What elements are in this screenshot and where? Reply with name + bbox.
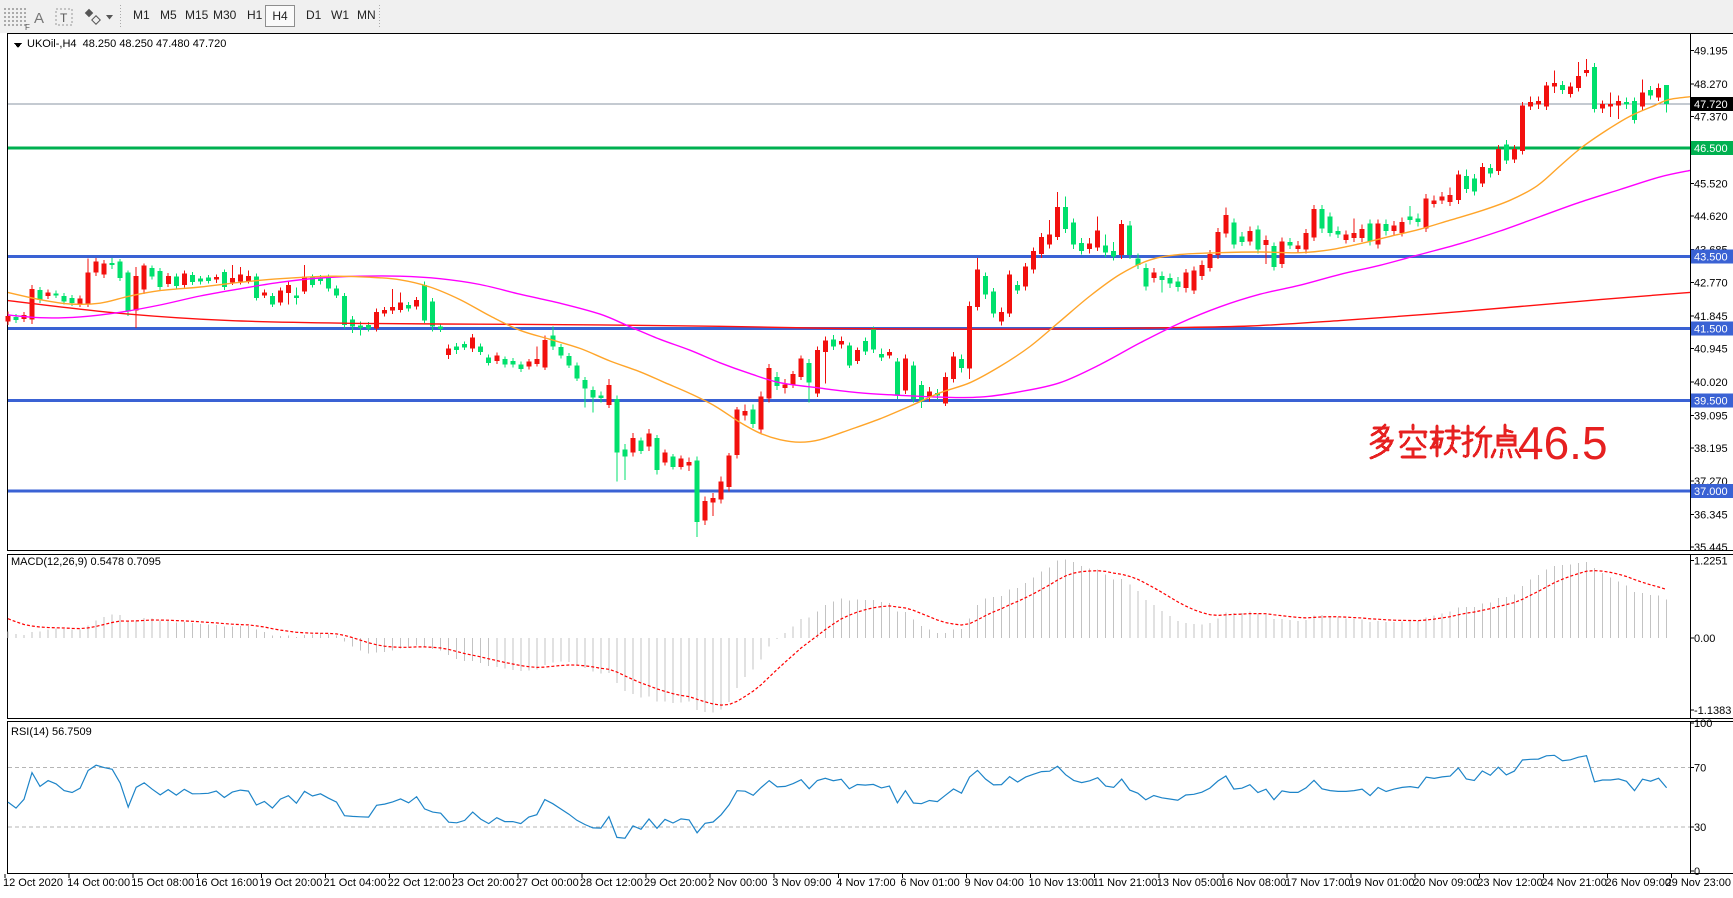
svg-text:9 Nov 04:00: 9 Nov 04:00	[965, 877, 1024, 889]
svg-text:13 Nov 05:00: 13 Nov 05:00	[1157, 877, 1222, 889]
svg-text:44.620: 44.620	[1694, 211, 1728, 223]
svg-text:38.195: 38.195	[1694, 443, 1728, 455]
svg-text:30: 30	[1694, 822, 1706, 834]
svg-text:T: T	[60, 11, 68, 25]
svg-text:26 Nov 09:00: 26 Nov 09:00	[1606, 877, 1671, 889]
svg-text:47.370: 47.370	[1694, 112, 1728, 124]
svg-text:A: A	[34, 10, 44, 27]
svg-text:14 Oct 00:00: 14 Oct 00:00	[67, 877, 130, 889]
svg-text:0: 0	[1694, 866, 1700, 878]
svg-text:20 Nov 09:00: 20 Nov 09:00	[1413, 877, 1478, 889]
svg-text:47.720: 47.720	[1694, 99, 1728, 111]
svg-text:29 Oct 20:00: 29 Oct 20:00	[644, 877, 707, 889]
svg-text:19 Nov 01:00: 19 Nov 01:00	[1349, 877, 1414, 889]
svg-text:24 Nov 21:00: 24 Nov 21:00	[1541, 877, 1606, 889]
svg-text:10 Nov 13:00: 10 Nov 13:00	[1029, 877, 1094, 889]
svg-text:15 Oct 08:00: 15 Oct 08:00	[131, 877, 194, 889]
svg-text:22 Oct 12:00: 22 Oct 12:00	[388, 877, 451, 889]
svg-text:39.500: 39.500	[1694, 396, 1728, 408]
svg-text:35.445: 35.445	[1694, 542, 1728, 554]
svg-text:0.00: 0.00	[1694, 633, 1715, 645]
svg-text:46.500: 46.500	[1694, 143, 1728, 155]
svg-text:23 Oct 20:00: 23 Oct 20:00	[452, 877, 515, 889]
svg-text:6 Nov 01:00: 6 Nov 01:00	[900, 877, 959, 889]
svg-text:19 Oct 20:00: 19 Oct 20:00	[259, 877, 322, 889]
svg-text:40.945: 40.945	[1694, 344, 1728, 356]
svg-text:F: F	[25, 23, 30, 32]
svg-text:70: 70	[1694, 763, 1706, 775]
svg-text:43.500: 43.500	[1694, 251, 1728, 263]
svg-text:-1.1383: -1.1383	[1694, 705, 1731, 717]
svg-text:11 Nov 21:00: 11 Nov 21:00	[1093, 877, 1158, 889]
svg-text:46.5: 46.5	[1518, 417, 1608, 469]
svg-text:21 Oct 04:00: 21 Oct 04:00	[324, 877, 387, 889]
svg-text:12 Oct 2020: 12 Oct 2020	[3, 877, 63, 889]
svg-text:16 Oct 16:00: 16 Oct 16:00	[195, 877, 258, 889]
svg-text:17 Nov 17:00: 17 Nov 17:00	[1285, 877, 1350, 889]
svg-text:2 Nov 00:00: 2 Nov 00:00	[708, 877, 767, 889]
svg-text:RSI(14) 56.7509: RSI(14) 56.7509	[11, 726, 92, 738]
svg-text:UKOil-,H4 48.250 48.250 47.48: UKOil-,H4 48.250 48.250 47.480 47.720	[27, 38, 226, 50]
svg-text:28 Oct 12:00: 28 Oct 12:00	[580, 877, 643, 889]
svg-text:23 Nov 12:00: 23 Nov 12:00	[1477, 877, 1542, 889]
svg-text:41.845: 41.845	[1694, 311, 1728, 323]
svg-text:49.195: 49.195	[1694, 46, 1728, 58]
svg-text:MACD(12,26,9) 0.5478 0.7095: MACD(12,26,9) 0.5478 0.7095	[11, 556, 161, 568]
svg-text:27 Oct 00:00: 27 Oct 00:00	[516, 877, 579, 889]
svg-text:36.345: 36.345	[1694, 510, 1728, 522]
svg-text:3 Nov 09:00: 3 Nov 09:00	[772, 877, 831, 889]
svg-text:45.520: 45.520	[1694, 178, 1728, 190]
svg-text:16 Nov 08:00: 16 Nov 08:00	[1221, 877, 1286, 889]
svg-text:37.000: 37.000	[1694, 486, 1728, 498]
svg-text:100: 100	[1694, 718, 1712, 730]
svg-text:48.270: 48.270	[1694, 79, 1728, 91]
svg-text:1.2251: 1.2251	[1694, 556, 1728, 568]
svg-text:40.020: 40.020	[1694, 377, 1728, 389]
svg-text:41.500: 41.500	[1694, 324, 1728, 336]
svg-text:39.095: 39.095	[1694, 410, 1728, 422]
svg-text:29 Nov 23:00: 29 Nov 23:00	[1666, 877, 1731, 889]
svg-text:42.770: 42.770	[1694, 278, 1728, 290]
svg-text:4 Nov 17:00: 4 Nov 17:00	[836, 877, 895, 889]
